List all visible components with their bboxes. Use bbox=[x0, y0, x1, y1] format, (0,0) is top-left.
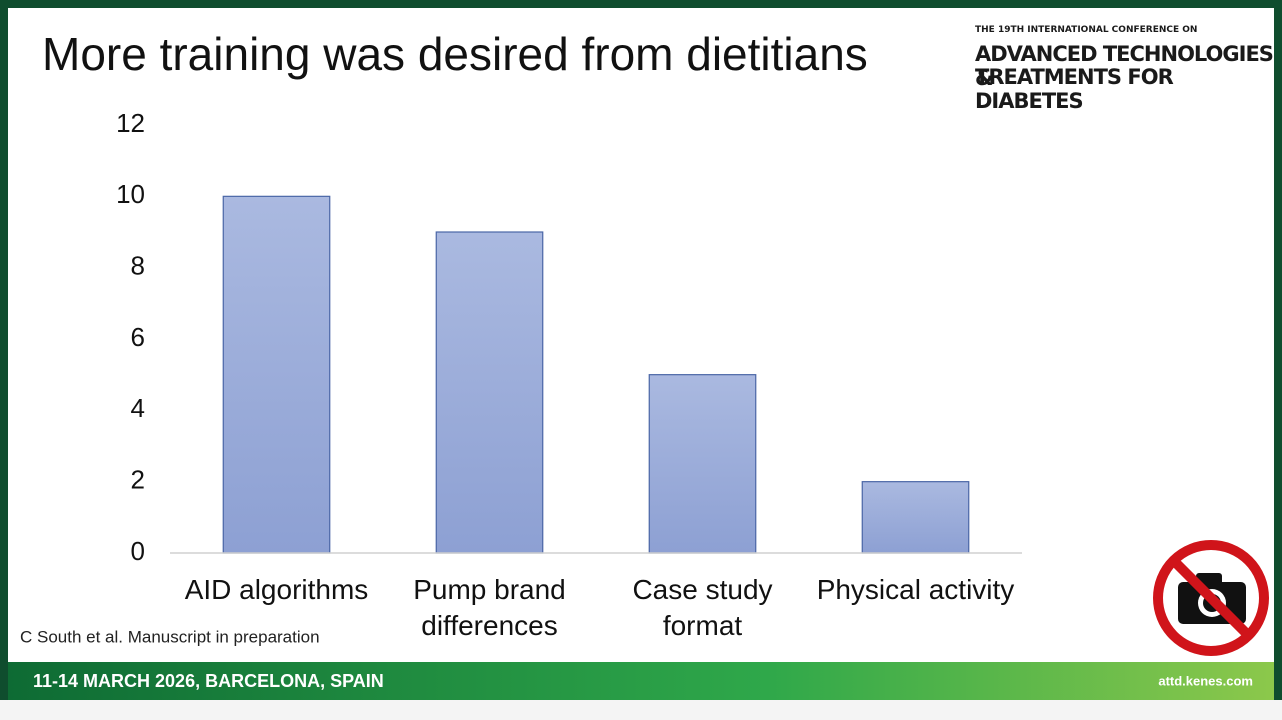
y-tick-label: 2 bbox=[131, 465, 145, 495]
y-tick-label: 10 bbox=[116, 179, 145, 209]
y-tick-label: 6 bbox=[131, 322, 145, 352]
bar bbox=[222, 195, 331, 554]
footnote: C South et al. Manuscript in preparation bbox=[20, 627, 320, 646]
bar bbox=[861, 481, 970, 554]
x-tick-label: Pump brand differences bbox=[413, 574, 566, 641]
chart-title: More training was desired from dietitian… bbox=[42, 28, 868, 80]
bar bbox=[435, 231, 544, 554]
footer-dates: 11-14 MARCH 2026, BARCELONA, SPAIN bbox=[33, 671, 384, 691]
x-tick-label: AID algorithms bbox=[184, 574, 369, 605]
x-tick-label: Physical activity bbox=[816, 574, 1015, 605]
footer-bar bbox=[8, 662, 1274, 700]
footer-url: attd.kenes.com bbox=[1158, 673, 1253, 688]
bar bbox=[648, 374, 757, 554]
bottom-strip bbox=[0, 700, 1282, 720]
conference-line3: TREATMENTS FOR DIABETES bbox=[975, 65, 1174, 113]
no-camera-icon bbox=[1153, 540, 1269, 656]
conference-line1: THE 19TH INTERNATIONAL CONFERENCE ON bbox=[975, 25, 1198, 35]
slide bbox=[8, 8, 1274, 700]
y-tick-label: 0 bbox=[131, 536, 145, 566]
y-tick-label: 12 bbox=[116, 108, 145, 138]
x-tick-label: Case study format bbox=[632, 574, 773, 641]
y-tick-label: 4 bbox=[131, 393, 145, 423]
y-tick-label: 8 bbox=[131, 251, 145, 281]
conference-line2: ADVANCED TECHNOLOGIES & bbox=[975, 42, 1274, 90]
